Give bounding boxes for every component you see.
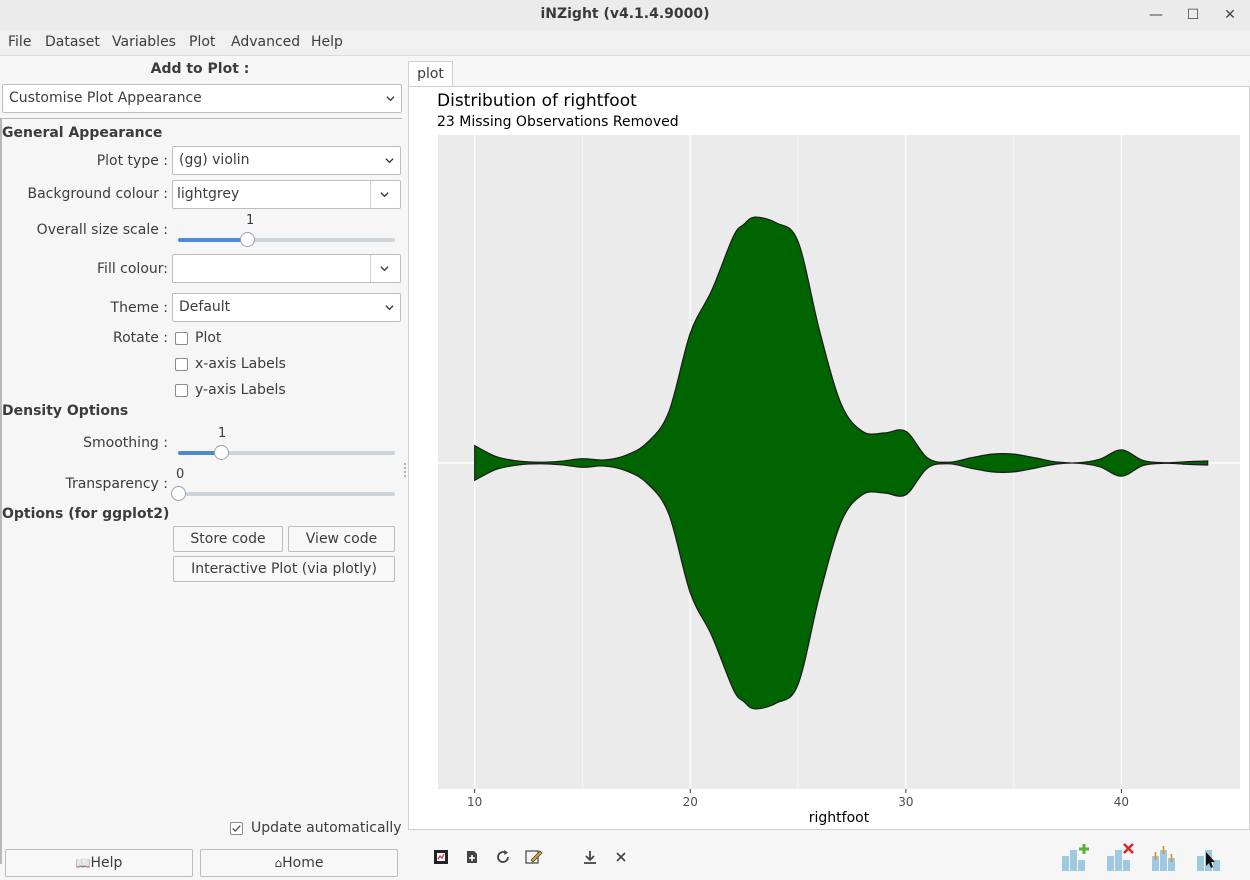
home-button-label: Home	[282, 855, 324, 871]
mode-select[interactable]: Customise Plot Appearance	[2, 84, 402, 113]
size-scale-slider[interactable]	[178, 232, 395, 247]
theme-label: Theme :	[110, 300, 168, 316]
store-code-button[interactable]: Store code	[173, 526, 283, 552]
update-auto-label: Update automatically	[251, 820, 402, 836]
slider-thumb[interactable]	[171, 486, 186, 501]
section-divider	[2, 118, 402, 119]
rotate-y-label: y-axis Labels	[195, 382, 286, 398]
theme-value: Default	[179, 299, 231, 315]
x-tick-label: 20	[683, 795, 698, 809]
help-plot-icon[interactable]	[1195, 842, 1227, 872]
menu-dataset[interactable]: Dataset	[45, 34, 100, 50]
add-to-plot-label: Add to Plot :	[150, 61, 250, 77]
checkmark-icon	[232, 825, 241, 833]
bg-colour-select[interactable]: lightgrey	[172, 180, 401, 209]
rotate-x-checkbox[interactable]	[175, 358, 188, 371]
remove-plot-icon[interactable]	[1105, 842, 1137, 872]
general-appearance-heading: General Appearance	[2, 125, 163, 141]
home-button[interactable]: ⌂Home	[200, 849, 398, 877]
rotate-plot-checkbox[interactable]	[175, 332, 188, 345]
help-button[interactable]: 📖Help	[5, 849, 193, 877]
x-tick-label: 30	[898, 795, 913, 809]
plot-type-select[interactable]: (gg) violin	[172, 146, 401, 175]
transparency-label: Transparency :	[65, 476, 168, 492]
refresh-icon[interactable]	[495, 849, 511, 865]
home-icon: ⌂	[274, 856, 283, 870]
edit-icon[interactable]	[525, 848, 543, 866]
chevron-down-icon	[385, 158, 394, 164]
violin-chart: 10 20 30 40 rightfoot	[438, 135, 1240, 826]
smoothing-value: 1	[218, 426, 227, 441]
plot-type-label: Plot type :	[96, 153, 168, 169]
maximize-icon[interactable]: ☐	[1186, 7, 1200, 23]
close-icon[interactable]: ✕	[1224, 7, 1236, 23]
plot-title: Distribution of rightfoot	[437, 91, 637, 111]
book-icon: 📖	[75, 856, 91, 870]
window-title: iNZight (v4.1.4.9000)	[540, 6, 710, 22]
menu-advanced[interactable]: Advanced	[231, 34, 301, 50]
menu-variables[interactable]: Variables	[112, 34, 176, 50]
plot-subtitle: 23 Missing Observations Removed	[437, 114, 679, 130]
rotate-y-checkbox[interactable]	[175, 384, 188, 397]
plot-type-value: (gg) violin	[179, 152, 250, 168]
rotate-label: Rotate :	[112, 330, 168, 346]
add-plot-icon[interactable]	[1060, 842, 1092, 872]
update-auto-checkbox[interactable]	[230, 822, 243, 835]
fill-colour-select[interactable]	[172, 254, 401, 283]
x-tick-label: 10	[467, 795, 482, 809]
ggplot-options-heading: Options (for ggplot2)	[2, 506, 170, 522]
rotate-plot-label: Plot	[195, 330, 222, 346]
size-scale-value: 1	[246, 213, 255, 228]
chevron-down-icon	[380, 266, 389, 272]
menu-file[interactable]: File	[8, 34, 32, 50]
transparency-value: 0	[176, 467, 185, 482]
chevron-down-icon	[385, 305, 394, 311]
minimize-icon[interactable]: —	[1149, 7, 1163, 23]
density-options-heading: Density Options	[2, 403, 129, 419]
transparency-slider[interactable]	[171, 486, 395, 501]
smoothing-slider[interactable]	[178, 445, 395, 460]
download-icon[interactable]	[582, 849, 598, 865]
title-bar: iNZight (v4.1.4.9000) — ☐ ✕	[0, 0, 1250, 30]
slider-fill	[178, 238, 248, 242]
fill-colour-dropdown[interactable]	[370, 255, 400, 282]
violin-shape	[474, 216, 1209, 710]
slider-fill	[178, 451, 222, 455]
bg-colour-dropdown[interactable]	[370, 181, 400, 208]
interactive-plot-button[interactable]: Interactive Plot (via plotly)	[173, 556, 395, 582]
chevron-down-icon	[386, 96, 395, 102]
menu-help[interactable]: Help	[311, 34, 343, 50]
bg-colour-value: lightgrey	[177, 186, 240, 202]
splitter-handle[interactable]	[404, 463, 406, 477]
theme-select[interactable]: Default	[172, 293, 401, 322]
rotate-x-label: x-axis Labels	[195, 356, 286, 372]
chevron-down-icon	[380, 192, 389, 198]
view-code-button[interactable]: View code	[288, 526, 395, 552]
tab-plot[interactable]: plot	[408, 61, 453, 87]
menu-bar: File Dataset Variables Plot Advanced Hel…	[0, 30, 1250, 56]
x-axis-label: rightfoot	[809, 810, 870, 826]
bg-colour-label: Background colour :	[27, 186, 169, 202]
size-scale-label: Overall size scale :	[36, 222, 168, 238]
left-panel: Add to Plot : Customise Plot Appearance …	[0, 56, 404, 880]
panel-border	[0, 118, 2, 864]
x-tick-label: 40	[1114, 795, 1129, 809]
menu-plot[interactable]: Plot	[189, 34, 216, 50]
inference-icon[interactable]	[1150, 842, 1182, 872]
slider-thumb[interactable]	[214, 445, 230, 460]
plot-panel: Distribution of rightfoot 23 Missing Obs…	[408, 86, 1250, 830]
help-button-label: Help	[90, 855, 123, 871]
smoothing-label: Smoothing :	[83, 435, 168, 451]
fill-colour-label: Fill colour:	[97, 261, 168, 277]
mode-select-value: Customise Plot Appearance	[9, 90, 202, 106]
add-icon[interactable]	[465, 850, 479, 864]
close-plot-icon[interactable]	[615, 851, 627, 863]
new-plot-icon[interactable]	[433, 849, 449, 865]
slider-thumb[interactable]	[240, 232, 256, 247]
